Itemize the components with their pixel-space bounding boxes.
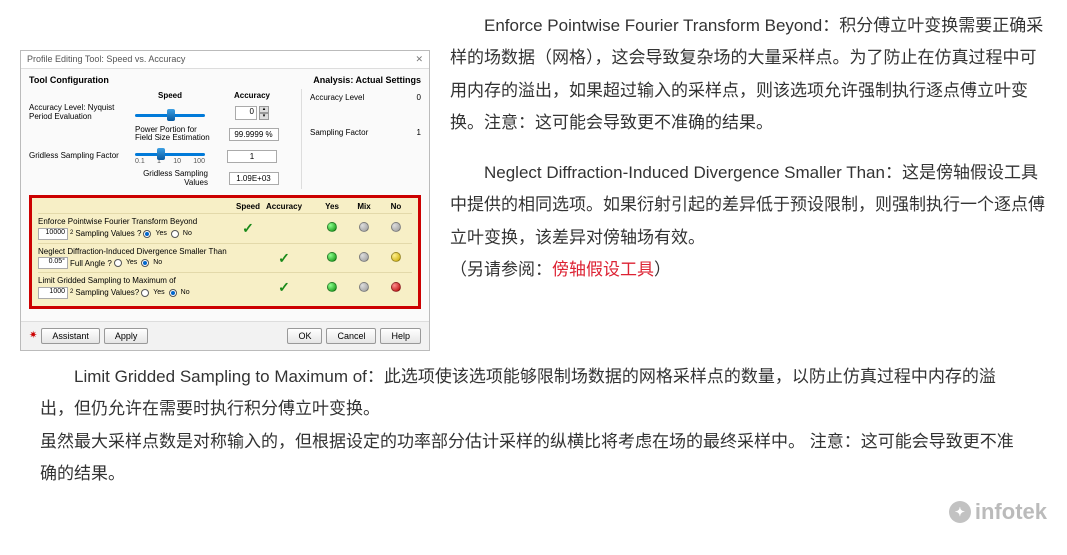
opt2-title: Neglect Diffraction-Induced Divergence S… <box>38 247 230 257</box>
accuracy-col-header: Accuracy <box>211 91 293 100</box>
apply-button[interactable]: Apply <box>104 328 149 344</box>
assistant-button[interactable]: Assistant <box>41 328 100 344</box>
speed-col-header: Speed <box>129 91 211 100</box>
wechat-icon: ✦ <box>949 501 971 523</box>
opt3-value-input[interactable]: 1000 <box>38 287 68 299</box>
option-row-limit-gridded: Limit Gridded Sampling to Maximum of 100… <box>38 272 412 302</box>
link-paraxial-tool[interactable]: 傍轴假设工具 <box>552 260 654 279</box>
opt2-suffix: Full Angle ? <box>70 259 112 269</box>
help-button[interactable]: Help <box>380 328 421 344</box>
gridless-values-label: Gridless Sampling Values <box>129 169 214 187</box>
red-no-header: No <box>380 202 412 211</box>
opt2-dot-mix <box>359 252 369 262</box>
accuracy-level-value[interactable]: 0 <box>235 106 257 120</box>
gridless-factor-value[interactable]: 1 <box>227 150 277 163</box>
paragraph-enforce: Enforce Pointwise Fourier Transform Beyo… <box>450 10 1047 139</box>
red-speed-header: Speed <box>230 202 266 211</box>
red-yes-header: Yes <box>316 202 348 211</box>
options-panel: Speed Accuracy Yes Mix No Enforce Pointw… <box>29 195 421 309</box>
opt1-value-input[interactable]: 10000 <box>38 228 68 240</box>
opt1-dot-no <box>391 222 401 232</box>
red-mix-header: Mix <box>348 202 380 211</box>
gridless-factor-slider[interactable] <box>135 153 205 156</box>
red-accuracy-header: Accuracy <box>266 202 302 211</box>
opt2-dot-no <box>391 252 401 262</box>
close-icon[interactable]: ✕ <box>415 54 423 65</box>
opt3-dot-mix <box>359 282 369 292</box>
opt3-radio-yes[interactable] <box>141 289 149 297</box>
opt3-dot-no <box>391 282 401 292</box>
power-portion-label: Power Portion for Field Size Estimation <box>129 126 214 144</box>
cancel-button[interactable]: Cancel <box>326 328 376 344</box>
opt2-dot-yes <box>327 252 337 262</box>
analysis-sampling-value: 1 <box>417 128 421 137</box>
opt1-dot-mix <box>359 222 369 232</box>
opt3-suffix: Sampling Values? <box>75 288 139 298</box>
opt1-title: Enforce Pointwise Fourier Transform Beyo… <box>38 217 230 227</box>
paragraph-limit-gridded: Limit Gridded Sampling to Maximum of：此选项… <box>40 361 1027 426</box>
accuracy-level-label: Accuracy Level: Nyquist Period Evaluatio… <box>29 104 129 122</box>
opt1-speed-check: ✓ <box>230 220 266 237</box>
opt2-value-input[interactable]: 0.05° <box>38 257 68 269</box>
gridless-values-value: 1.09E+03 <box>229 172 279 185</box>
analysis-sampling-label: Sampling Factor <box>310 128 368 137</box>
power-portion-value[interactable]: 99.9999 % <box>229 128 279 141</box>
paragraph-neglect: Neglect Diffraction-Induced Divergence S… <box>450 157 1047 254</box>
analysis-heading: Analysis: Actual Settings <box>313 75 421 85</box>
dialog-titlebar: Profile Editing Tool: Speed vs. Accuracy… <box>21 51 429 69</box>
option-row-neglect-diffraction: Neglect Diffraction-Induced Divergence S… <box>38 243 412 273</box>
ok-button[interactable]: OK <box>287 328 322 344</box>
watermark: ✦ infotek <box>949 499 1047 525</box>
tool-config-heading: Tool Configuration <box>29 75 109 85</box>
opt1-exponent: 2 <box>70 230 73 237</box>
opt1-suffix: Sampling Values ? <box>75 229 141 239</box>
stepper-buttons[interactable]: ▴▾ <box>259 106 269 120</box>
gridless-factor-label: Gridless Sampling Factor <box>29 152 129 161</box>
accuracy-level-slider[interactable] <box>135 114 205 117</box>
analysis-accuracy-value: 0 <box>417 93 421 102</box>
dialog-title: Profile Editing Tool: Speed vs. Accuracy <box>27 54 185 65</box>
opt2-radio-no[interactable] <box>141 259 149 267</box>
opt3-radio-no[interactable] <box>169 289 177 297</box>
paragraph-see-also: （另请参阅：傍轴假设工具） <box>450 254 1047 286</box>
opt2-radio-yes[interactable] <box>114 259 122 267</box>
analysis-accuracy-label: Accuracy Level <box>310 93 364 102</box>
opt3-dot-yes <box>327 282 337 292</box>
gear-icon: ✷ <box>29 330 37 341</box>
opt1-radio-yes[interactable] <box>143 230 151 238</box>
opt1-radio-no[interactable] <box>171 230 179 238</box>
option-row-enforce-pointwise: Enforce Pointwise Fourier Transform Beyo… <box>38 213 412 243</box>
profile-editing-dialog: Profile Editing Tool: Speed vs. Accuracy… <box>20 50 430 351</box>
opt2-accuracy-check: ✓ <box>266 250 302 267</box>
opt3-accuracy-check: ✓ <box>266 279 302 296</box>
opt3-title: Limit Gridded Sampling to Maximum of <box>38 276 230 286</box>
opt1-dot-yes <box>327 222 337 232</box>
opt3-exponent: 2 <box>70 289 73 296</box>
paragraph-note: 虽然最大采样点数是对称输入的，但根据设定的功率部分估计采样的纵横比将考虑在场的最… <box>40 426 1027 491</box>
slider-ticks: 0.1 1 10 100 <box>135 158 205 165</box>
